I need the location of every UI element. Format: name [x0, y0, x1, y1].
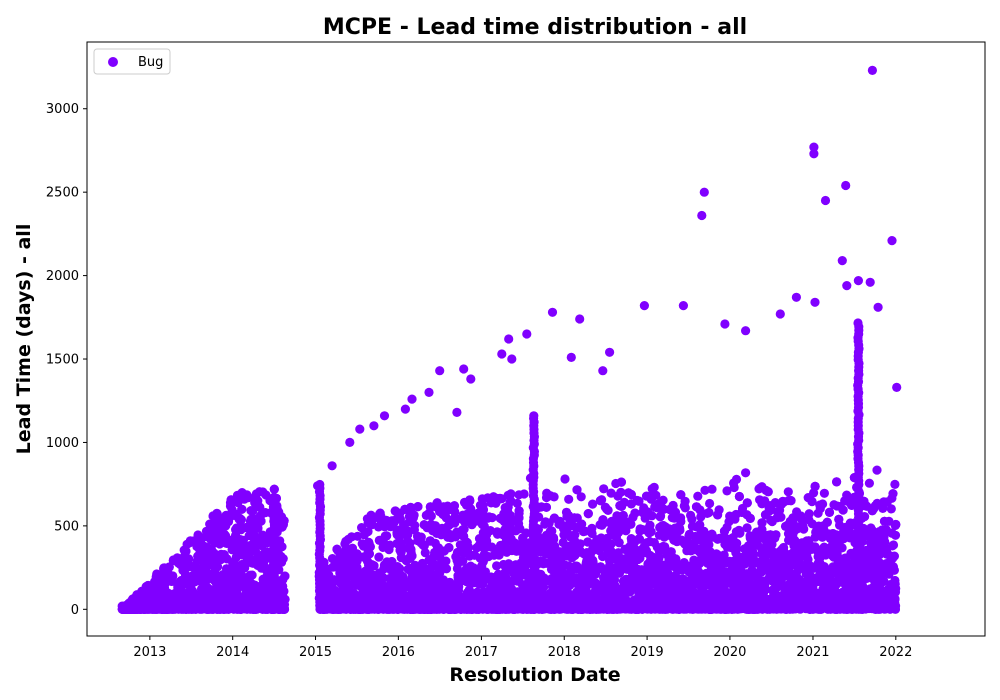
data-point — [441, 556, 451, 566]
data-point — [742, 523, 752, 533]
data-point — [603, 505, 613, 515]
data-point — [837, 577, 847, 587]
data-point — [594, 546, 605, 556]
data-point — [506, 489, 516, 499]
data-point — [741, 468, 751, 478]
data-point — [215, 539, 225, 549]
data-point — [878, 503, 888, 513]
data-point — [347, 532, 357, 542]
data-point — [587, 523, 597, 534]
data-point — [839, 534, 849, 544]
scatter-points — [117, 65, 902, 614]
data-point — [484, 512, 494, 522]
data-point — [889, 551, 900, 561]
data-point — [813, 508, 823, 518]
data-point — [545, 491, 556, 501]
data-point — [374, 552, 384, 562]
data-point — [687, 514, 697, 524]
data-point — [385, 540, 395, 550]
data-point — [804, 515, 814, 525]
data-point — [606, 539, 616, 549]
data-point — [707, 484, 717, 494]
data-point — [729, 478, 739, 488]
data-point — [588, 499, 598, 509]
data-point — [890, 479, 900, 489]
data-point — [646, 579, 656, 589]
chart-title: MCPE - Lead time distribution - all — [323, 15, 747, 40]
data-point — [403, 536, 413, 546]
data-point — [606, 488, 616, 498]
data-point — [557, 561, 567, 572]
data-point — [687, 521, 698, 531]
data-point — [564, 494, 574, 504]
data-point — [874, 550, 884, 560]
data-point — [540, 519, 550, 529]
data-point — [660, 561, 670, 572]
data-point — [877, 525, 887, 535]
data-point — [783, 487, 793, 497]
data-point — [725, 511, 735, 521]
data-point — [673, 522, 683, 533]
data-point — [357, 523, 367, 533]
data-point — [599, 484, 609, 494]
data-point — [679, 558, 689, 568]
data-point — [576, 492, 586, 502]
data-point — [693, 491, 703, 501]
data-point — [819, 488, 830, 498]
data-point — [498, 570, 508, 580]
data-point — [434, 550, 444, 560]
data-point — [500, 503, 510, 513]
data-point — [872, 465, 882, 475]
data-point — [644, 522, 654, 533]
data-point — [654, 530, 665, 540]
data-point — [700, 485, 710, 495]
data-point — [492, 561, 502, 571]
data-point — [481, 526, 491, 537]
data-point — [864, 478, 875, 488]
data-point — [888, 540, 899, 550]
data-point — [755, 495, 765, 505]
data-point — [232, 490, 243, 500]
data-point — [514, 490, 524, 500]
data-point — [704, 507, 714, 518]
data-point — [512, 498, 522, 508]
data-point — [635, 553, 645, 563]
data-point — [888, 489, 898, 499]
data-point — [705, 498, 715, 509]
data-point — [441, 564, 452, 574]
data-point — [722, 486, 732, 496]
data-point — [560, 474, 570, 484]
data-point — [420, 548, 430, 558]
data-point — [799, 524, 809, 534]
data-point — [886, 504, 896, 514]
data-point — [261, 490, 271, 500]
